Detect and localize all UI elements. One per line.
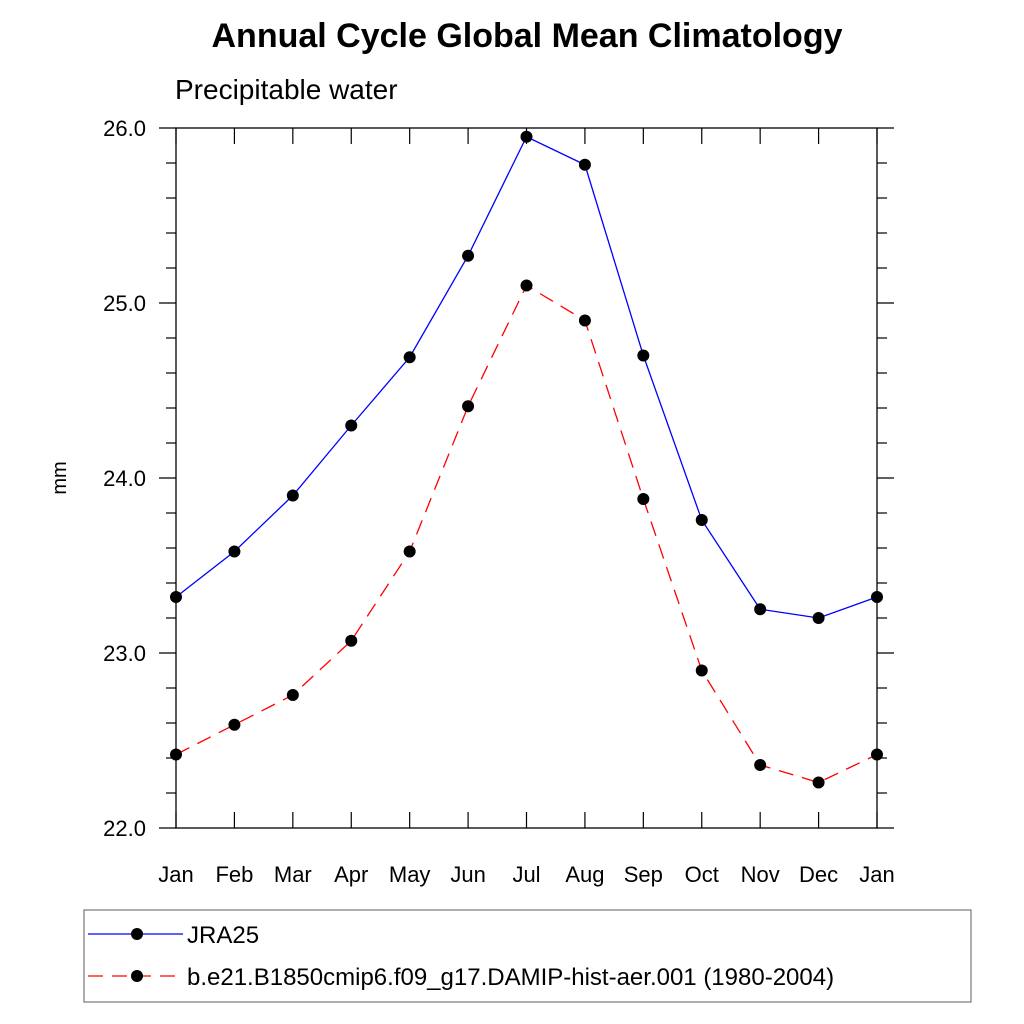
series-line-2 [175,284,878,784]
y-tick-labels: 22.0 23.0 24.0 25.0 26.0 [103,116,146,841]
y-tick-label: 23.0 [103,641,146,666]
x-tick-label: Feb [215,862,253,887]
x-tick-label: Apr [334,862,368,887]
plot-frame [175,127,878,829]
y-tick-label: 25.0 [103,291,146,316]
series-2-point [403,545,416,558]
series-line-1 [175,135,878,619]
x-tick-label: May [389,862,431,887]
series-2-point [228,718,241,731]
legend-marker-1 [131,928,143,940]
x-tick-label: Oct [685,862,719,887]
legend-label-2: b.e21.B1850cmip6.f09_g17.DAMIP-hist-aer.… [187,964,834,991]
series-2-point [754,759,767,771]
series-1-point [812,612,825,624]
series-2-point [286,689,299,701]
x-tick-label: Aug [565,862,604,887]
series-2-point [578,314,591,327]
x-tick-label: Jan [158,862,193,887]
series-2-point [170,748,182,761]
y-tick-label: 22.0 [103,816,146,841]
chart-title: Annual Cycle Global Mean Climatology [212,17,843,55]
series-1-point [462,249,475,262]
series-2-point [462,400,475,413]
y-tick-label: 24.0 [103,466,146,491]
series-1-point [286,489,299,502]
y-tick-label: 26.0 [103,116,146,141]
series-1-point [695,514,708,526]
legend-box [83,909,972,1003]
series-2-point [637,493,650,505]
legend-marker-2 [131,970,143,982]
x-tick-label: Dec [799,862,838,887]
x-tick-label: Jan [859,862,894,887]
x-tick-label: Jul [512,862,540,887]
series-1-point [754,603,767,616]
series-2-point [871,748,883,761]
series-2-point [345,634,358,647]
series-2-point [695,664,708,677]
x-tick-label: Sep [624,862,663,887]
y-axis-label: mm [49,461,71,494]
series-2-point [520,279,533,292]
series-1-point [520,130,533,143]
series-1-point [578,158,591,171]
series-1-point [871,591,883,603]
x-tick-label: Nov [741,862,780,887]
x-tick-label: Mar [274,862,312,887]
series-1-point [403,351,416,364]
axis-ticks [159,127,894,829]
series-1-point [637,349,650,362]
legend: JRA25 b.e21.B1850cmip6.f09_g17.DAMIP-hist… [88,922,834,991]
series-2-point [812,776,825,789]
series-1-point [170,591,182,603]
chart-subtitle: Precipitable water [175,74,398,105]
x-tick-labels: Jan Feb Mar Apr May Jun Jul Aug Sep Oct Nov Dec Jan [158,862,894,887]
series-layer [170,130,883,789]
series-1-point [345,419,358,432]
legend-label-1: JRA25 [187,922,259,949]
x-tick-label: Jun [450,862,485,887]
series-1-point [228,545,241,558]
